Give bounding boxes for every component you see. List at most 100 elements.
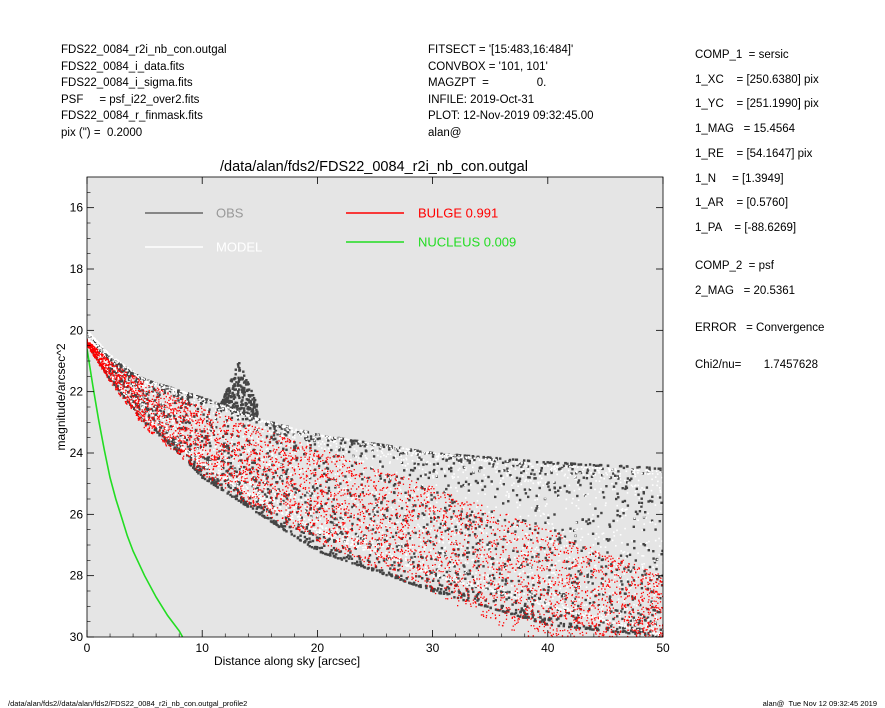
- obs-data-point: [631, 470, 634, 473]
- obs-data-point: [326, 443, 329, 447]
- obs-data-point: [203, 457, 207, 460]
- model-data-point: [659, 491, 662, 493]
- obs-data-point: [239, 407, 242, 411]
- obs-data-point: [467, 483, 471, 486]
- obs-data-point: [280, 524, 283, 527]
- model-data-point: [123, 364, 126, 367]
- obs-data-point: [591, 628, 594, 631]
- obs-data-point: [483, 485, 487, 488]
- obs-data-point: [309, 532, 313, 535]
- model-data-point: [334, 473, 337, 476]
- obs-data-point: [306, 543, 310, 546]
- obs-data-point: [289, 525, 292, 529]
- model-data-point: [120, 389, 123, 392]
- model-data-point: [510, 585, 513, 587]
- obs-data-point: [231, 404, 235, 407]
- obs-data-point: [474, 527, 477, 530]
- obs-data-point: [184, 428, 187, 431]
- obs-data-point: [640, 505, 643, 508]
- obs-data-point: [569, 574, 572, 577]
- obs-data-point: [349, 551, 352, 554]
- obs-data-point: [425, 504, 428, 508]
- model-data-point: [656, 608, 658, 611]
- obs-data-point: [361, 440, 365, 444]
- obs-data-point: [261, 490, 264, 493]
- model-data-point: [91, 340, 93, 343]
- model-data-point: [621, 517, 623, 519]
- obs-data-point: [241, 418, 245, 421]
- model-data-point: [538, 505, 540, 507]
- model-data-point: [319, 530, 321, 533]
- model-data-point: [627, 552, 629, 555]
- obs-data-point: [222, 472, 225, 476]
- model-data-point: [208, 430, 211, 433]
- obs-data-point: [642, 492, 645, 495]
- obs-data-point: [579, 573, 582, 576]
- model-data-point: [407, 565, 410, 567]
- obs-data-point: [248, 395, 252, 398]
- obs-data-point: [265, 477, 269, 480]
- model-data-point: [297, 498, 300, 501]
- model-data-point: [398, 550, 401, 552]
- model-data-point: [276, 462, 278, 464]
- model-data-point: [491, 514, 494, 517]
- model-data-point: [226, 417, 228, 420]
- obs-data-point: [490, 480, 493, 483]
- model-data-point: [104, 349, 106, 351]
- model-data-point: [424, 546, 426, 548]
- model-data-point: [466, 544, 469, 546]
- model-data-point: [144, 392, 146, 394]
- model-data-point: [305, 435, 308, 438]
- model-data-point: [144, 384, 147, 387]
- obs-data-point: [519, 462, 522, 465]
- obs-data-point: [412, 565, 416, 568]
- obs-data-point: [487, 581, 490, 585]
- obs-data-point: [187, 401, 191, 405]
- obs-data-point: [550, 461, 553, 464]
- obs-data-point: [421, 503, 424, 506]
- model-data-point: [352, 497, 354, 499]
- obs-data-point: [299, 534, 302, 537]
- obs-data-point: [632, 525, 635, 528]
- obs-data-point: [501, 610, 504, 613]
- obs-data-point: [295, 456, 298, 460]
- model-data-point: [186, 416, 188, 419]
- obs-data-point: [315, 510, 318, 514]
- obs-data-point: [515, 494, 519, 497]
- obs-data-point: [657, 467, 660, 470]
- obs-data-point: [425, 532, 429, 535]
- obs-data-point: [126, 373, 129, 377]
- obs-data-point: [131, 400, 134, 403]
- obs-data-point: [247, 408, 250, 411]
- obs-data-point: [626, 481, 629, 484]
- obs-data-point: [471, 587, 474, 590]
- obs-data-point: [494, 599, 497, 602]
- model-data-point: [274, 486, 277, 489]
- obs-data-point: [476, 548, 479, 552]
- obs-data-point: [528, 527, 532, 530]
- model-data-point: [580, 528, 583, 530]
- obs-data-point: [283, 433, 286, 436]
- model-data-point: [444, 471, 446, 473]
- model-data-point: [123, 391, 126, 394]
- obs-data-point: [226, 492, 229, 495]
- obs-data-point: [195, 470, 199, 473]
- obs-data-point: [634, 510, 638, 513]
- model-data-point: [485, 585, 487, 588]
- obs-data-point: [610, 603, 613, 606]
- obs-data-point: [443, 551, 446, 555]
- model-data-point: [145, 380, 147, 382]
- model-data-point: [566, 604, 568, 606]
- obs-data-point: [428, 451, 431, 455]
- model-data-point: [143, 399, 146, 401]
- obs-data-point: [172, 394, 176, 397]
- obs-data-point: [439, 563, 443, 566]
- model-data-point: [366, 443, 369, 445]
- obs-data-point: [597, 628, 600, 632]
- obs-data-point: [573, 580, 576, 584]
- model-data-point: [145, 396, 148, 399]
- obs-data-point: [643, 615, 646, 619]
- obs-data-point: [479, 539, 482, 542]
- obs-data-point: [542, 588, 545, 591]
- obs-data-point: [236, 382, 240, 385]
